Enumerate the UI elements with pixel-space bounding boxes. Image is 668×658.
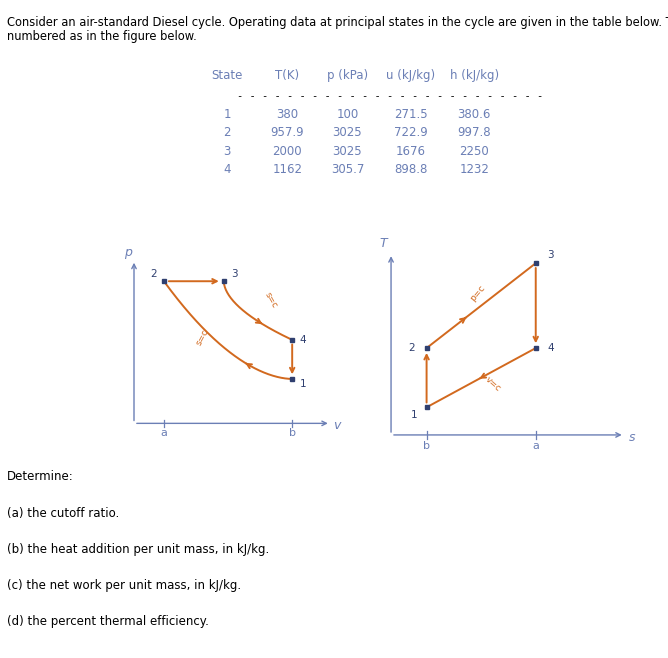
Text: v=c: v=c [483, 375, 502, 393]
Text: 3: 3 [223, 145, 231, 158]
Text: 380.6: 380.6 [458, 108, 491, 121]
Text: 3025: 3025 [333, 145, 362, 158]
Text: 997.8: 997.8 [458, 126, 491, 139]
Text: 380: 380 [276, 108, 299, 121]
Text: h (kJ/kg): h (kJ/kg) [450, 69, 499, 82]
Text: Determine:: Determine: [7, 470, 73, 484]
Text: p: p [124, 246, 132, 259]
Text: b: b [423, 441, 430, 451]
Text: 3: 3 [231, 269, 238, 279]
Text: (a) the cutoff ratio.: (a) the cutoff ratio. [7, 507, 119, 520]
Text: 1676: 1676 [396, 145, 426, 158]
Text: 2000: 2000 [273, 145, 302, 158]
Text: 1: 1 [223, 108, 231, 121]
Text: a: a [532, 441, 539, 451]
Text: 722.9: 722.9 [394, 126, 428, 139]
Text: s=c: s=c [263, 291, 279, 310]
Text: 271.5: 271.5 [394, 108, 428, 121]
Text: T: T [379, 238, 387, 251]
Text: 1232: 1232 [460, 163, 489, 176]
Text: 100: 100 [336, 108, 359, 121]
Text: p=c: p=c [468, 283, 487, 303]
Text: 2: 2 [408, 343, 415, 353]
Text: s=c: s=c [194, 328, 210, 347]
Text: 2250: 2250 [460, 145, 489, 158]
Text: - - - - - - - - - - - - - - - - - - - - - - - - -: - - - - - - - - - - - - - - - - - - - - … [237, 91, 543, 101]
Text: (c) the net work per unit mass, in kJ/kg.: (c) the net work per unit mass, in kJ/kg… [7, 579, 240, 592]
Text: a: a [160, 428, 168, 438]
Text: Consider an air-standard Diesel cycle. Operating data at principal states in the: Consider an air-standard Diesel cycle. O… [7, 16, 668, 30]
Text: 1: 1 [411, 410, 418, 420]
Text: u (kJ/kg): u (kJ/kg) [386, 69, 436, 82]
Text: v: v [333, 418, 341, 432]
Text: 4: 4 [223, 163, 231, 176]
Text: 4: 4 [299, 335, 306, 345]
Text: (d) the percent thermal efficiency.: (d) the percent thermal efficiency. [7, 615, 208, 628]
Text: T(K): T(K) [275, 69, 299, 82]
Text: s: s [629, 431, 635, 444]
Text: 1162: 1162 [273, 163, 302, 176]
Text: 305.7: 305.7 [331, 163, 364, 176]
Text: 2: 2 [150, 269, 156, 279]
Text: 3025: 3025 [333, 126, 362, 139]
Text: 957.9: 957.9 [271, 126, 304, 139]
Text: 4: 4 [548, 343, 554, 353]
Text: b: b [289, 428, 296, 438]
Text: p (kPa): p (kPa) [327, 69, 368, 82]
Text: State: State [212, 69, 242, 82]
Text: 3: 3 [548, 250, 554, 261]
Text: 2: 2 [223, 126, 231, 139]
Text: 898.8: 898.8 [394, 163, 428, 176]
Text: numbered as in the figure below.: numbered as in the figure below. [7, 30, 196, 43]
Text: (b) the heat addition per unit mass, in kJ/kg.: (b) the heat addition per unit mass, in … [7, 543, 269, 556]
Text: 1: 1 [299, 379, 306, 390]
